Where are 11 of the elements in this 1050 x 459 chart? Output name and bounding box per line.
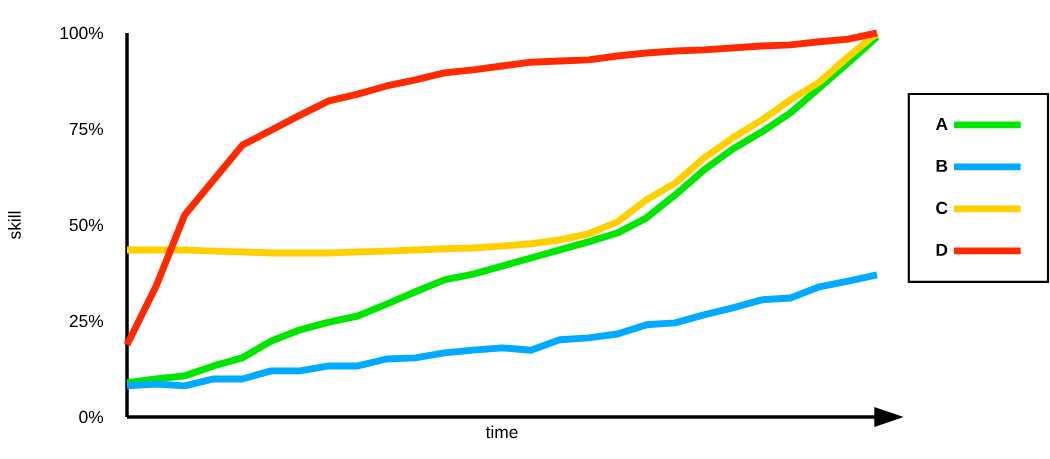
legend-label: C: [936, 201, 948, 215]
y-tick-label: 75%: [69, 122, 104, 136]
y-tick-label: 100%: [60, 26, 104, 40]
y-axis-title: skill: [8, 211, 21, 239]
legend-label: B: [936, 159, 948, 172]
legend-label: A: [935, 117, 948, 130]
x-axis-title: time: [485, 425, 518, 439]
y-tick-label: 50%: [69, 218, 104, 232]
y-tick-label: 25%: [69, 314, 104, 328]
y-tick-label: 0%: [79, 410, 104, 424]
legend-label: D: [936, 243, 948, 256]
